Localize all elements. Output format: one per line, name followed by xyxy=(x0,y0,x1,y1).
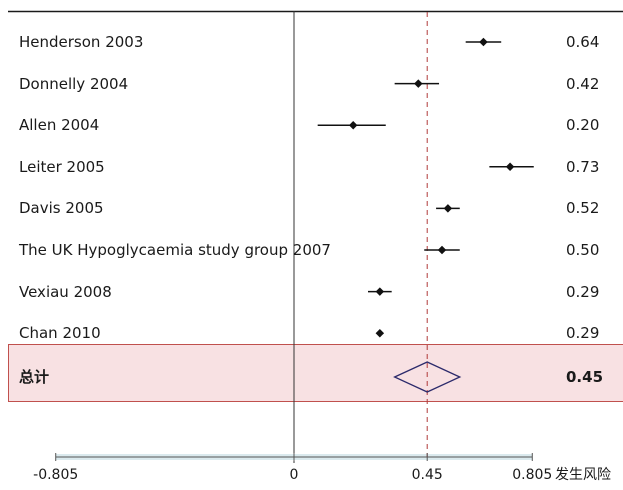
x-tick-label: -0.805 xyxy=(33,467,79,483)
x-axis-title: 发生风险 xyxy=(555,467,611,483)
point-estimate xyxy=(437,245,447,255)
study-value: 0.73 xyxy=(566,157,600,176)
study-label: Allen 2004 xyxy=(19,116,100,135)
point-estimate xyxy=(375,328,385,338)
study-label: The UK Hypoglycaemia study group 2007 xyxy=(19,241,331,259)
study-label: Chan 2010 xyxy=(19,324,101,343)
study-value: 0.50 xyxy=(566,241,600,259)
total-band xyxy=(8,344,623,402)
study-label: Vexiau 2008 xyxy=(19,282,112,301)
total-value: 0.45 xyxy=(566,368,604,386)
study-label: Leiter 2005 xyxy=(19,157,105,176)
study-value: 0.52 xyxy=(566,199,600,218)
x-tick-label: 0 xyxy=(289,467,299,483)
study-value: 0.64 xyxy=(566,33,600,51)
study-value: 0.20 xyxy=(566,116,600,135)
study-label: Davis 2005 xyxy=(19,199,104,218)
study-value: 0.29 xyxy=(566,282,600,301)
study-label: Donnelly 2004 xyxy=(19,74,129,93)
x-tick-label: 0.805 xyxy=(512,467,553,483)
point-estimate xyxy=(375,287,385,296)
point-estimate xyxy=(414,79,423,88)
point-estimate xyxy=(443,204,453,213)
study-label: Henderson 2003 xyxy=(19,33,144,51)
point-estimate xyxy=(348,120,358,130)
study-value: 0.42 xyxy=(566,74,600,93)
point-estimate xyxy=(479,37,488,47)
total-diamond xyxy=(393,361,462,393)
study-value: 0.29 xyxy=(566,324,600,343)
x-tick-label: 0.45 xyxy=(411,467,443,483)
point-estimate xyxy=(505,162,515,172)
total-label: 总计 xyxy=(19,368,50,386)
